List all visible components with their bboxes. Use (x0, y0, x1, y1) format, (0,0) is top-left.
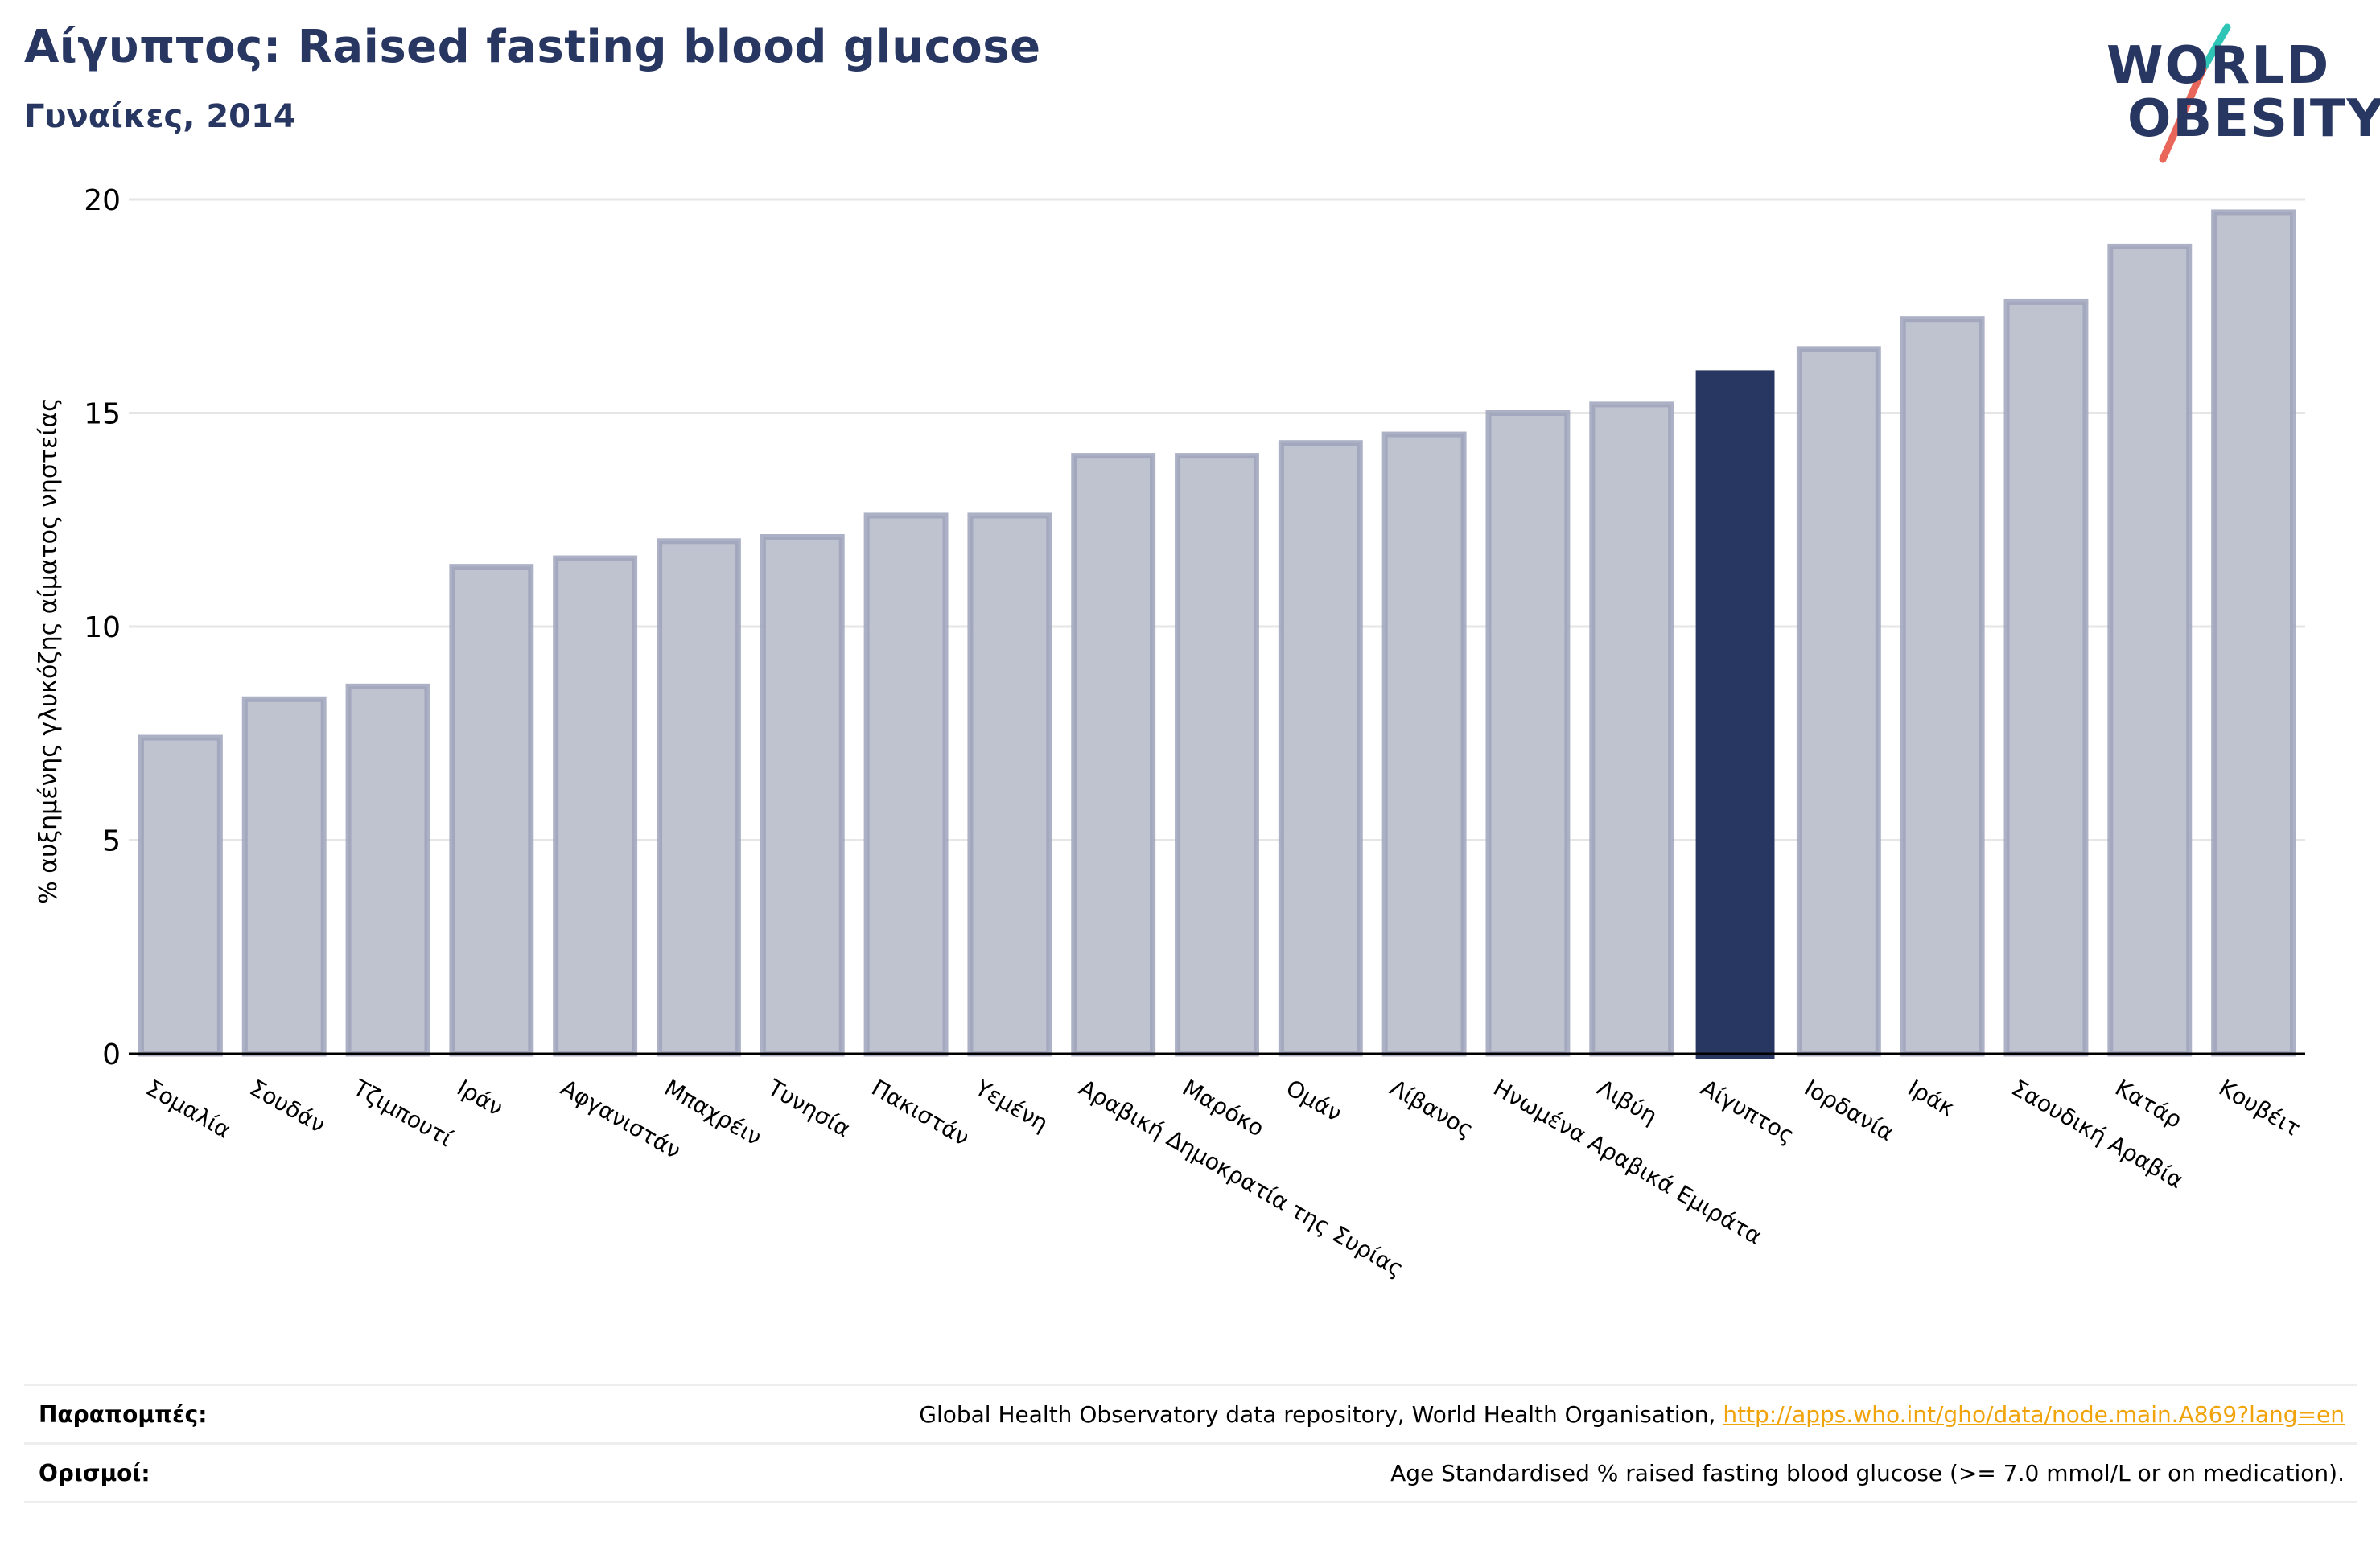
bar-14 (1589, 401, 1674, 1057)
bar-2 (345, 683, 430, 1057)
definitions-value: Age Standardised % raised fasting blood … (1390, 1459, 2345, 1486)
bar-12 (1381, 431, 1467, 1057)
references-label: Παραπομπές: (39, 1400, 208, 1428)
bar-3 (449, 564, 534, 1057)
references-value: Global Health Observatory data repositor… (919, 1401, 2357, 1428)
references-link[interactable]: http://apps.who.int/gho/data/node.main.A… (1723, 1400, 2345, 1428)
chart-title: Αίγυπτος: Raised fasting blood glucose (24, 21, 1041, 73)
x-tick-label: Σαουδική Αραβία (2007, 1074, 2188, 1194)
x-tick-label: Τυνησία (763, 1074, 855, 1142)
definitions-row: Ορισμοί: Age Standardised % raised fasti… (24, 1442, 2357, 1503)
bar-6 (760, 533, 845, 1057)
x-tick-label: Αίγυπτος (1696, 1074, 1799, 1149)
y-tick-label: 0 (102, 1038, 121, 1071)
y-tick-label: 20 (84, 184, 121, 217)
bar-11 (1278, 440, 1363, 1057)
x-tick-label: Μαρόκο (1178, 1074, 1269, 1141)
definitions-label: Ορισμοί: (39, 1459, 150, 1486)
bar-17 (1900, 316, 1985, 1057)
bar-1 (241, 696, 327, 1057)
bar-9 (1071, 453, 1156, 1057)
bar-20 (2211, 209, 2296, 1057)
x-tick-label: Κατάρ (2110, 1074, 2186, 1133)
bar-4 (553, 555, 638, 1057)
x-tick-label: Τζιμπουτί (348, 1074, 458, 1152)
bars (138, 209, 2296, 1059)
bar-13 (1485, 410, 1571, 1057)
bar-5 (657, 538, 741, 1057)
y-axis-label: % αυξημένης γλυκόζης αίματος νηστείας (35, 397, 63, 903)
footer-table: Παραπομπές: Global Health Observatory da… (24, 1384, 2357, 1503)
references-row: Παραπομπές: Global Health Observatory da… (24, 1384, 2357, 1442)
y-tick-label: 15 (84, 398, 121, 431)
y-tick-label: 5 (102, 825, 121, 858)
x-tick-label: Ιράκ (1904, 1074, 1959, 1121)
y-axis-ticks: 0 5 10 15 20 (84, 184, 121, 1071)
chart-subtitle: Γυναίκες, 2014 (24, 98, 296, 135)
bar-7 (863, 512, 949, 1057)
x-tick-label: Κουβέιτ (2214, 1074, 2305, 1141)
world-obesity-logo: WORLD OBESITY (2092, 23, 2380, 175)
references-text: Global Health Observatory data repositor… (919, 1400, 1723, 1428)
bar-16 (1796, 346, 1881, 1057)
bar-0 (138, 734, 223, 1057)
logo-wordmark-line1: WORLD (2106, 36, 2331, 96)
x-tick-label: Υεμένη (970, 1074, 1053, 1137)
x-tick-label: Σουδάν (245, 1074, 330, 1138)
logo-slash-icon (2159, 23, 2231, 163)
x-tick-label: Λίβανος (1386, 1074, 1478, 1143)
x-tick-label: Λιβύη (1592, 1074, 1661, 1129)
bar-15 (1695, 370, 1775, 1059)
bar-10 (1175, 453, 1259, 1057)
x-tick-label: Ομάν (1282, 1074, 1347, 1127)
logo-wordmark-line2: OBESITY (2127, 89, 2380, 149)
x-tick-label: Ιορδανία (1800, 1074, 1898, 1146)
bar-18 (2003, 298, 2089, 1057)
y-tick-label: 10 (84, 611, 121, 644)
bar-19 (2107, 243, 2193, 1057)
x-tick-label: Πακιστάν (867, 1074, 974, 1151)
x-tick-label: Σομαλία (142, 1074, 236, 1143)
bar-8 (967, 512, 1052, 1057)
x-tick-label: Ιράν (452, 1074, 508, 1121)
